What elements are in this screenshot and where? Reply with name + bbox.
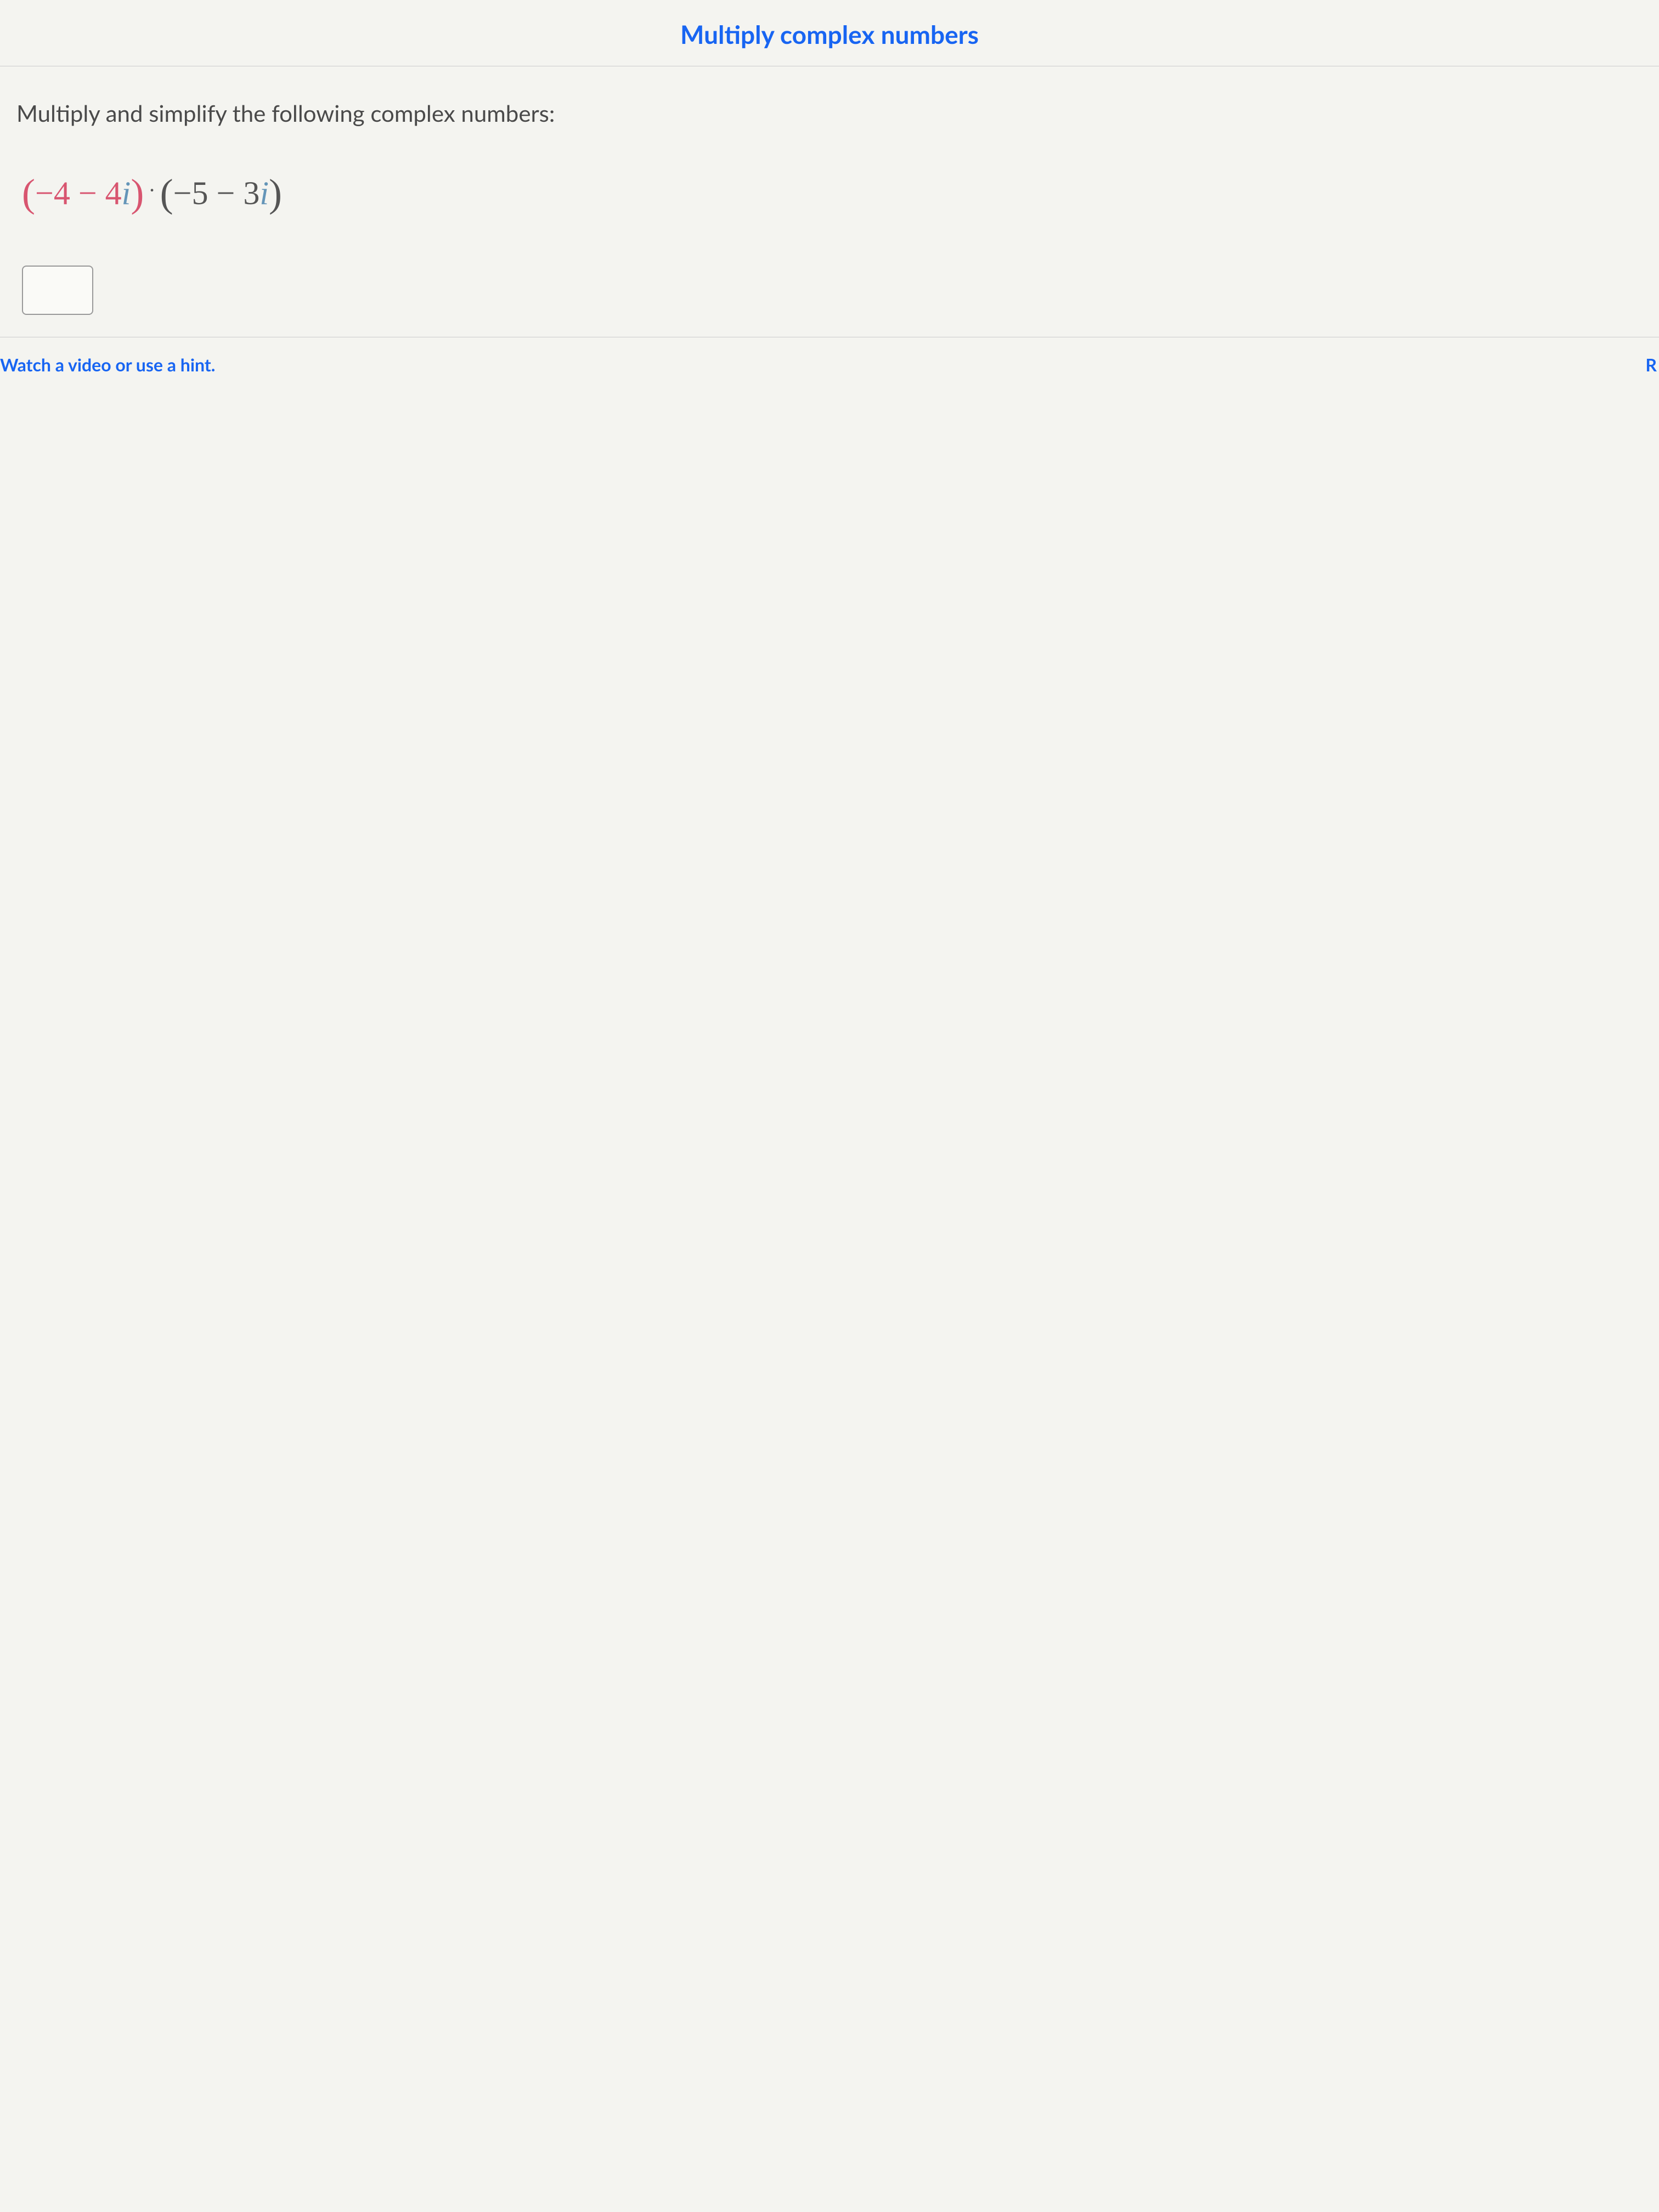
footer-wrapper: Watch a video or use a hint. R — [0, 354, 1659, 375]
hint-link[interactable]: Watch a video or use a hint. — [0, 354, 215, 375]
second-imag-coef: 3 — [243, 175, 259, 211]
multiply-dot: · — [144, 178, 160, 202]
header-section: Multiply complex numbers — [0, 0, 1659, 66]
footer-section: Watch a video or use a hint. R — [0, 337, 1659, 392]
first-real: −4 — [35, 175, 70, 211]
first-open-paren: ( — [22, 171, 35, 215]
first-close-paren: ) — [131, 171, 144, 215]
second-close-paren: ) — [269, 171, 282, 215]
second-imag-i: i — [259, 175, 269, 211]
problem-section: Multiply and simplify the following comp… — [0, 66, 1659, 337]
page-title: Multiply complex numbers — [11, 19, 1648, 49]
math-expression: (−4 − 4i)·(−5 − 3i) — [16, 171, 1643, 216]
right-edge-char: R — [1645, 354, 1657, 375]
answer-input[interactable] — [22, 266, 93, 315]
first-imag-i: i — [122, 175, 131, 211]
first-op: − — [70, 175, 105, 211]
second-real: −5 — [173, 175, 208, 211]
second-open-paren: ( — [160, 171, 173, 215]
second-op: − — [208, 175, 243, 211]
instruction-text: Multiply and simplify the following comp… — [16, 99, 1643, 127]
first-imag-coef: 4 — [105, 175, 122, 211]
